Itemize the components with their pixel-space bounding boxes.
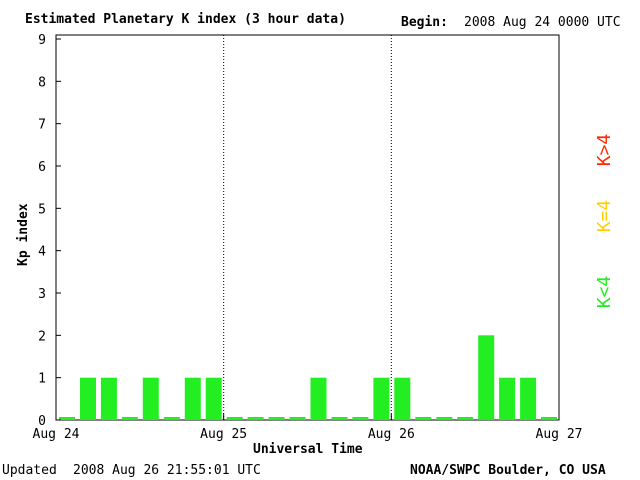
day-dividers	[223, 35, 392, 420]
kp-bar	[373, 377, 390, 420]
x-tick-label: Aug 25	[200, 427, 247, 442]
kp-bar	[142, 377, 159, 420]
credit-text: NOAA/SWPC Boulder, CO USA	[410, 463, 606, 478]
kp-bar	[499, 377, 516, 420]
y-tick-label: 5	[38, 202, 46, 217]
kp-bar	[352, 417, 369, 420]
plot-area: 0 1 2 3 4 5 6 7 8 9 Aug 24 Aug 25 Aug 26 Aug 27	[33, 33, 583, 442]
x-axis-ticks: Aug 24 Aug 25 Aug 26 Aug 27	[33, 414, 583, 442]
kp-bar	[478, 335, 495, 420]
kp-bar	[226, 417, 243, 420]
plot-frame	[55, 34, 560, 421]
kp-bar	[121, 417, 138, 420]
y-axis-ticks: 0 1 2 3 4 5 6 7 8 9	[38, 33, 61, 429]
kp-bar	[310, 377, 327, 420]
kp-bar	[331, 417, 348, 420]
chart-title: Estimated Planetary K index (3 hour data…	[25, 12, 346, 27]
y-tick-label: 1	[38, 372, 46, 387]
legend-entry: K>4	[594, 134, 615, 167]
kp-bar	[205, 377, 222, 420]
updated-value: 2008 Aug 26 21:55:01 UTC	[73, 463, 261, 478]
kp-bar	[247, 417, 264, 420]
y-tick-label: 8	[38, 75, 46, 90]
kp-bar	[100, 377, 117, 420]
x-tick-label: Aug 27	[536, 427, 583, 442]
kp-bar	[436, 417, 453, 420]
kp-bar	[59, 417, 75, 420]
kp-bar	[394, 377, 411, 420]
y-tick-label: 0	[38, 414, 46, 429]
begin-value: 2008 Aug 24 0000 UTC	[464, 15, 621, 30]
bars	[59, 335, 557, 420]
x-axis-label: Universal Time	[253, 442, 363, 457]
legend: K>4 K=4 K<4	[594, 134, 615, 309]
y-tick-label: 9	[38, 33, 46, 48]
y-tick-label: 2	[38, 329, 46, 344]
legend-entry: K<4	[594, 276, 615, 309]
kp-bar	[541, 417, 557, 420]
kp-bar	[415, 417, 432, 420]
x-tick-label: Aug 24	[33, 427, 80, 442]
kp-bar	[163, 417, 180, 420]
legend-entry: K=4	[594, 200, 615, 233]
y-axis-label: Kp index	[16, 203, 31, 266]
kp-bar	[520, 377, 537, 420]
kp-bar	[289, 417, 306, 420]
updated-label: Updated	[2, 463, 57, 478]
y-tick-label: 4	[38, 245, 46, 260]
y-tick-label: 3	[38, 287, 46, 302]
begin-label: Begin:	[401, 15, 448, 30]
y-tick-label: 7	[38, 118, 46, 133]
y-tick-label: 6	[38, 160, 46, 175]
kp-bar	[268, 417, 285, 420]
kp-bar	[457, 417, 474, 420]
x-tick-label: Aug 26	[368, 427, 415, 442]
kp-bar	[80, 377, 96, 420]
kp-bar	[184, 377, 201, 420]
